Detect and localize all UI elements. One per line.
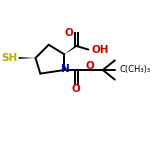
Text: O: O — [72, 84, 81, 94]
Text: SH: SH — [1, 53, 17, 63]
Text: N: N — [60, 64, 69, 74]
Polygon shape — [64, 45, 77, 54]
Text: C(CH₃)₃: C(CH₃)₃ — [120, 66, 151, 74]
Text: O: O — [64, 28, 73, 38]
Text: O: O — [85, 61, 94, 71]
Polygon shape — [19, 57, 36, 59]
Text: OH: OH — [91, 45, 109, 55]
